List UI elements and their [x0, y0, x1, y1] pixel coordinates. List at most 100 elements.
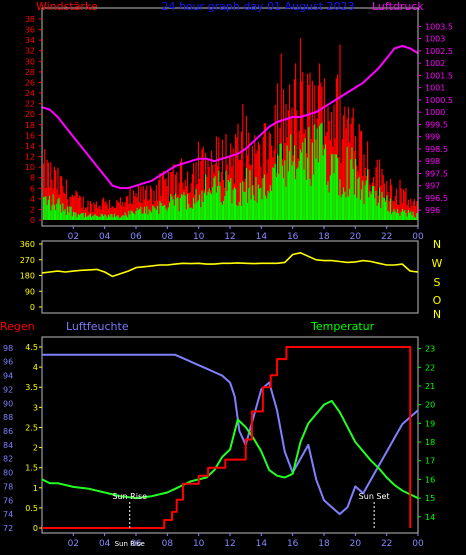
wind-bar — [368, 197, 370, 220]
rain-humidity-temp-panel: 0 0.5 1 1.5 2 2.5 3 3.5 4 4.5 72 74 76 78 80 82 84 86 88 90… — [0, 320, 435, 549]
gust-bar — [250, 165, 252, 220]
gust-bar — [327, 106, 329, 220]
wind-bar — [92, 215, 94, 220]
x-tick-label: 06 — [130, 232, 142, 242]
gust-bar — [167, 171, 169, 220]
wind-bar — [380, 207, 382, 220]
wind-bar — [389, 198, 391, 220]
pressure-tick-label: 1002 — [425, 59, 445, 68]
wind-bar — [91, 216, 93, 220]
temperature-series — [41, 399, 419, 500]
wind-bar — [68, 212, 70, 220]
gust-bar — [339, 44, 341, 221]
wind-bar — [377, 202, 379, 220]
gust-bar — [363, 154, 365, 220]
wind-bar — [110, 214, 112, 220]
gust-bar — [337, 74, 339, 220]
compass-label: S — [434, 276, 441, 289]
wind-bar — [148, 209, 150, 220]
wind-bar — [262, 178, 264, 220]
wind-bar — [311, 142, 313, 220]
wind-bars — [43, 38, 418, 221]
wind-bar — [76, 217, 78, 220]
wind-bar — [328, 192, 330, 220]
gust-bar — [387, 192, 389, 220]
gust-bar — [345, 128, 347, 220]
wind-bar — [269, 185, 271, 220]
wind-bar — [379, 187, 381, 220]
wind-bar — [199, 194, 201, 220]
wind-bar — [47, 199, 49, 220]
wind-bar — [411, 215, 413, 220]
wind-bar — [251, 185, 253, 220]
x-tick-label: 18 — [318, 539, 330, 549]
wind-bar — [46, 204, 48, 220]
wind-bar — [177, 197, 179, 220]
wind-bar — [211, 194, 213, 220]
wind-pressure-panel: 0246810121416182022242628303234363899699… — [25, 0, 453, 242]
wind-bar — [387, 210, 389, 220]
wind-bar — [393, 208, 395, 220]
x-tick-label: 22 — [381, 232, 392, 242]
compass-label: N — [433, 238, 441, 251]
gust-bar — [191, 173, 193, 220]
wind-bar — [214, 176, 216, 220]
wind-bar — [175, 193, 177, 220]
wind-bar — [374, 198, 376, 220]
temperature-tick-label: 23 — [425, 345, 435, 354]
pressure-tick-label: 996 — [425, 206, 440, 215]
wind-bar — [381, 192, 383, 220]
wind-bar — [209, 192, 211, 220]
gust-bar — [415, 205, 417, 220]
wind-direction-series — [41, 252, 419, 278]
gust-bar — [247, 155, 249, 220]
pressure-tick-label: 1003.5 — [425, 22, 453, 31]
wind-bar — [200, 207, 202, 220]
gust-bar — [310, 138, 312, 220]
pressure-series — [41, 45, 419, 190]
gust-bar — [127, 196, 129, 220]
gust-bar — [259, 144, 261, 220]
gust-bar — [109, 199, 111, 220]
wind-bar — [358, 176, 360, 220]
wind-bar — [319, 125, 321, 220]
wind-bar — [49, 195, 51, 220]
wind-bar — [254, 200, 256, 220]
wind-bar — [169, 202, 171, 220]
temperature-tick-label: 17 — [425, 457, 435, 466]
wind-bar — [98, 216, 100, 220]
wind-bar — [344, 191, 346, 220]
wind-tick-label: 28 — [25, 68, 35, 77]
wind-bar — [73, 211, 75, 220]
wind-bar — [207, 191, 209, 220]
wind-bar — [316, 128, 318, 220]
wind-bar — [112, 217, 114, 220]
wind-bar — [343, 187, 345, 220]
wind-bar — [243, 191, 245, 220]
wind-bar — [143, 206, 145, 220]
gust-bar — [395, 188, 397, 220]
gust-bar — [159, 172, 161, 220]
gust-bar — [94, 204, 96, 220]
wind-bar — [322, 155, 324, 220]
wind-bar — [103, 216, 105, 220]
wind-bar — [265, 195, 267, 220]
wind-bar — [58, 197, 60, 220]
gust-bar — [231, 166, 233, 220]
x-tick-label: 20 — [350, 232, 362, 242]
x-tick-label: 14 — [256, 539, 268, 549]
gust-bar — [223, 179, 225, 220]
gust-bar — [202, 146, 204, 220]
wind-bar — [404, 210, 406, 220]
wind-bar — [157, 205, 159, 220]
gust-bar — [50, 162, 52, 220]
gust-bar — [116, 200, 118, 220]
wind-bar — [104, 214, 106, 220]
gust-bar — [356, 165, 358, 220]
gust-bar — [274, 105, 276, 220]
wind-bar — [125, 215, 127, 220]
wind-bar — [137, 210, 139, 220]
wind-bar — [183, 192, 185, 220]
wind-bar — [160, 202, 162, 220]
wind-bar — [77, 214, 79, 220]
